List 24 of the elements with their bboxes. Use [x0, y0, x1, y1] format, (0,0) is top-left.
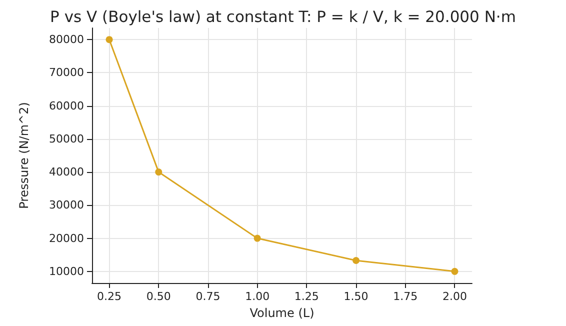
y-tick-label: 40000 [49, 166, 84, 179]
point [254, 234, 261, 242]
y-axis-title: Pressure (N/m^2) [17, 102, 31, 209]
x-tick-label: 1.00 [245, 290, 270, 303]
x-tick-label: 0.25 [97, 290, 122, 303]
point [352, 256, 360, 264]
x-tick-label: 1.75 [393, 290, 418, 303]
x-tick-label: 2.00 [442, 290, 467, 303]
y-tick-label: 70000 [49, 66, 84, 80]
point [106, 36, 113, 44]
y-tick-label: 60000 [49, 99, 84, 112]
chart-title: P vs V (Boyle's law) at constant T: P = k / V, k = 20.000 N·m [50, 8, 516, 26]
x-tick-label: 1.25 [294, 290, 319, 303]
y-tick-label: 50000 [49, 132, 84, 146]
y-tick-label: 30000 [49, 198, 84, 212]
x-axis-title: Volume (L) [250, 306, 314, 320]
x-tick-label: 0.50 [146, 290, 171, 303]
x-tick-label: 0.75 [196, 290, 220, 303]
y-tick-label: 20000 [49, 232, 84, 245]
x-tick-label: 1.50 [344, 290, 368, 303]
y-tick-label: 80000 [49, 33, 84, 46]
point [451, 268, 458, 275]
y-tick-label: 10000 [49, 264, 84, 278]
point [155, 168, 162, 176]
